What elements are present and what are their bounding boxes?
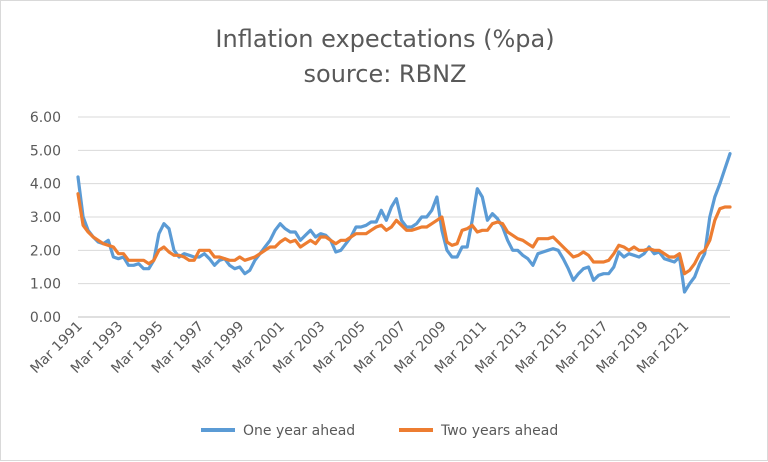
gridlines <box>78 116 730 318</box>
y-tick-label: 6.00 <box>30 110 61 126</box>
y-tick-label: 4.00 <box>30 177 61 193</box>
y-axis-ticks: 0.00 1.00 2.00 3.00 4.00 5.00 6.00 <box>30 110 61 326</box>
y-tick-label: 0.00 <box>30 310 61 326</box>
legend-label-one-year: One year ahead <box>243 423 355 439</box>
chart-title: Inflation expectations (%pa) <box>215 25 554 53</box>
y-tick-label: 1.00 <box>30 277 61 293</box>
y-tick-label: 2.00 <box>30 243 61 259</box>
y-tick-label: 5.00 <box>30 143 61 159</box>
legend-label-two-years: Two years ahead <box>440 423 558 439</box>
chart-subtitle: source: RBNZ <box>304 60 467 88</box>
series-lines <box>76 152 732 294</box>
y-tick-label: 3.00 <box>30 210 61 226</box>
legend: One year ahead Two years ahead <box>201 423 558 439</box>
series-line-1 <box>76 192 732 276</box>
series-line-0 <box>76 152 732 294</box>
